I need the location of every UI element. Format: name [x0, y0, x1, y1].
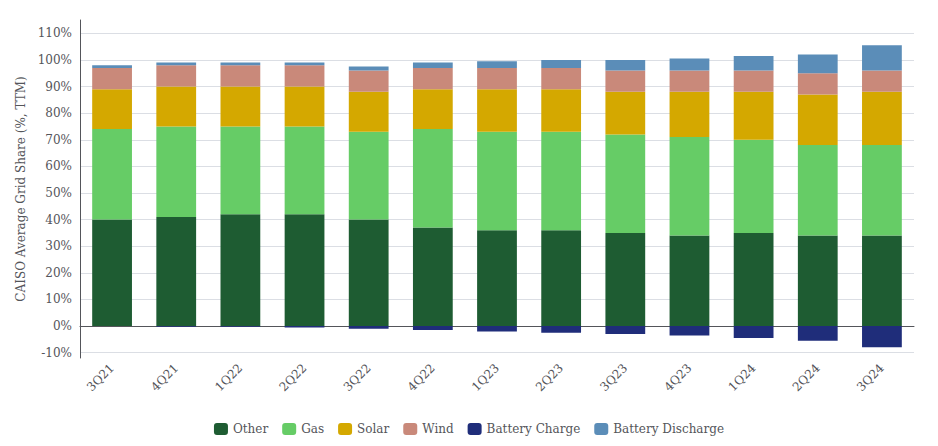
- svg-text:4Q21: 4Q21: [148, 361, 181, 394]
- svg-text:2Q22: 2Q22: [276, 361, 309, 394]
- svg-text:3Q22: 3Q22: [341, 361, 374, 394]
- svg-text:30%: 30%: [45, 239, 72, 253]
- svg-text:60%: 60%: [45, 159, 72, 173]
- svg-text:2Q24: 2Q24: [790, 361, 823, 394]
- svg-text:2Q23: 2Q23: [533, 361, 566, 394]
- svg-text:-10%: -10%: [41, 346, 72, 360]
- svg-text:Battery Charge: Battery Charge: [487, 422, 581, 436]
- svg-text:CAISO Average Grid Share (%, T: CAISO Average Grid Share (%, TTM): [14, 76, 28, 301]
- svg-text:Battery Discharge: Battery Discharge: [613, 422, 724, 436]
- svg-text:10%: 10%: [45, 292, 72, 306]
- svg-text:100%: 100%: [38, 53, 72, 67]
- svg-text:3Q24: 3Q24: [854, 361, 887, 394]
- svg-text:Other: Other: [233, 422, 268, 436]
- svg-text:20%: 20%: [45, 266, 72, 280]
- svg-text:4Q22: 4Q22: [405, 361, 438, 394]
- svg-text:90%: 90%: [45, 80, 72, 94]
- svg-text:1Q23: 1Q23: [469, 361, 502, 394]
- svg-text:3Q21: 3Q21: [84, 361, 117, 394]
- svg-text:1Q24: 1Q24: [726, 361, 759, 394]
- svg-text:110%: 110%: [38, 26, 72, 40]
- svg-text:Wind: Wind: [422, 422, 454, 436]
- svg-text:80%: 80%: [45, 106, 72, 120]
- svg-text:4Q23: 4Q23: [661, 361, 694, 394]
- svg-text:1Q22: 1Q22: [212, 361, 245, 394]
- svg-text:70%: 70%: [45, 133, 72, 147]
- svg-text:Solar: Solar: [357, 422, 389, 436]
- svg-text:Gas: Gas: [301, 422, 324, 436]
- svg-text:40%: 40%: [45, 213, 72, 227]
- svg-text:3Q23: 3Q23: [597, 361, 630, 394]
- svg-text:50%: 50%: [45, 186, 72, 200]
- svg-text:0%: 0%: [53, 319, 72, 333]
